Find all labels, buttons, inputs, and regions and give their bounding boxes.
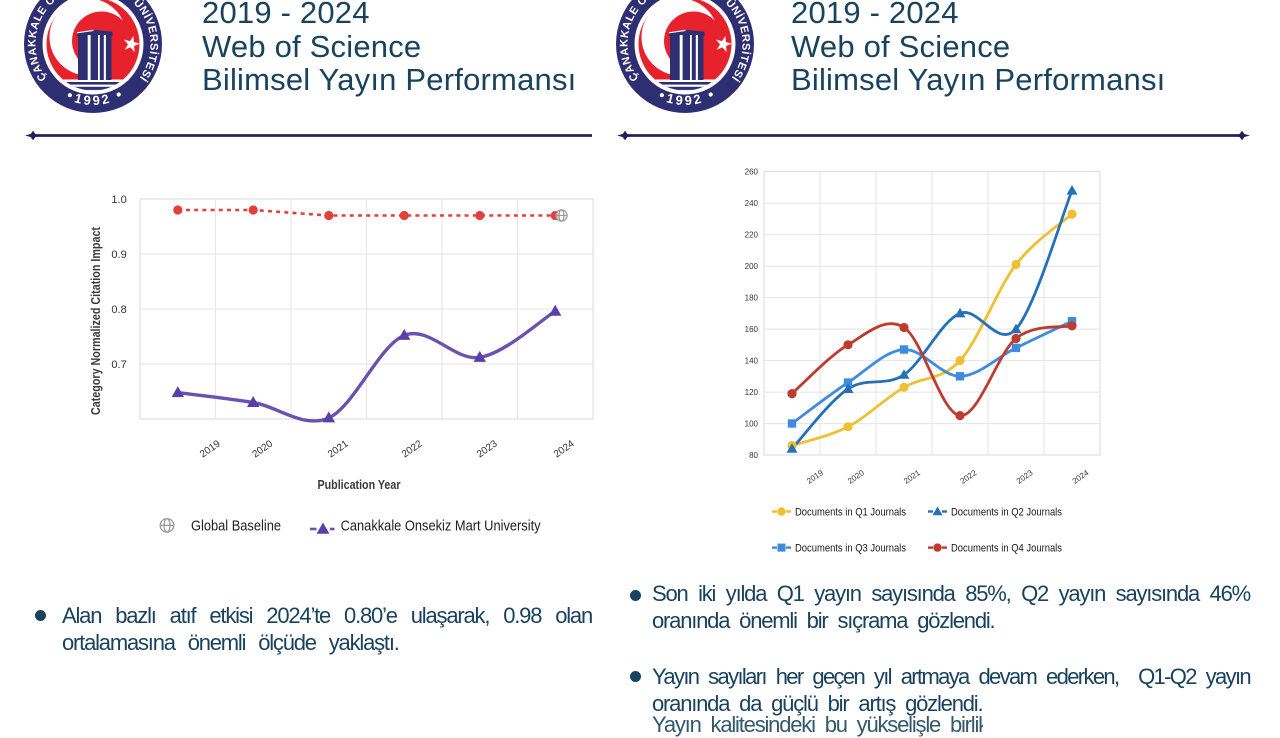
svg-text:2024: 2024 bbox=[1071, 468, 1091, 486]
svg-text:2024: 2024 bbox=[552, 438, 577, 460]
svg-text:2019: 2019 bbox=[805, 468, 825, 486]
svg-text:Category Normalized Citation I: Category Normalized Citation Impact bbox=[88, 226, 103, 415]
svg-text:2019: 2019 bbox=[198, 438, 223, 460]
svg-text:2022: 2022 bbox=[400, 438, 425, 460]
svg-text:2020: 2020 bbox=[251, 438, 276, 460]
svg-text:Documents in Q2 Journals: Documents in Q2 Journals bbox=[951, 506, 1063, 518]
svg-text:Canakkale Onsekiz Mart Univers: Canakkale Onsekiz Mart University bbox=[341, 518, 541, 535]
svg-text:0.7: 0.7 bbox=[111, 359, 126, 371]
svg-text:0.8: 0.8 bbox=[111, 304, 126, 316]
svg-text:2023: 2023 bbox=[475, 438, 500, 460]
svg-text:180: 180 bbox=[745, 293, 759, 302]
svg-text:2020: 2020 bbox=[846, 468, 866, 486]
svg-text:Documents in Q4 Journals: Documents in Q4 Journals bbox=[951, 542, 1063, 554]
svg-text:2022: 2022 bbox=[959, 468, 979, 486]
svg-text:140: 140 bbox=[745, 356, 759, 365]
svg-text:220: 220 bbox=[745, 230, 759, 239]
svg-text:1.0: 1.0 bbox=[111, 194, 126, 206]
svg-text:Global Baseline: Global Baseline bbox=[191, 518, 281, 535]
svg-text:2023: 2023 bbox=[1015, 468, 1035, 486]
svg-text:2021: 2021 bbox=[326, 438, 351, 460]
svg-text:Documents in Q1 Journals: Documents in Q1 Journals bbox=[795, 506, 907, 518]
svg-text:100: 100 bbox=[745, 419, 759, 428]
svg-text:80: 80 bbox=[749, 451, 758, 460]
svg-text:120: 120 bbox=[745, 388, 759, 397]
svg-text:Documents in Q3 Journals: Documents in Q3 Journals bbox=[795, 542, 907, 554]
svg-text:0.9: 0.9 bbox=[111, 249, 126, 261]
svg-text:160: 160 bbox=[745, 325, 759, 334]
svg-text:Publication Year: Publication Year bbox=[318, 477, 401, 492]
svg-text:2021: 2021 bbox=[902, 468, 922, 486]
svg-text:1992: 1992 bbox=[73, 90, 113, 108]
svg-text:240: 240 bbox=[745, 199, 759, 208]
svg-text:260: 260 bbox=[745, 167, 759, 176]
svg-text:200: 200 bbox=[745, 262, 759, 271]
